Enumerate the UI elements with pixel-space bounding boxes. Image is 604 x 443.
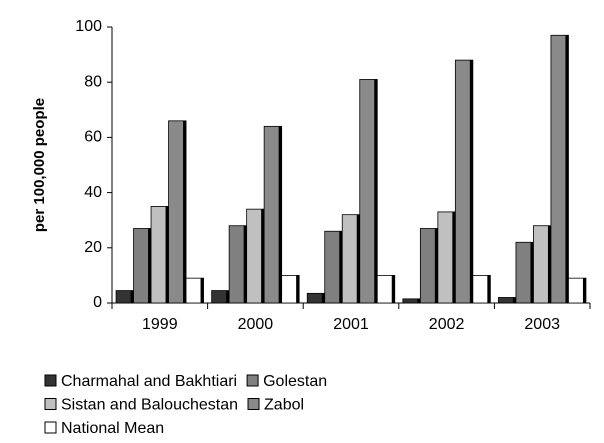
legend-label: Sistan and Balouchestan: [61, 397, 238, 414]
legend-label: Zabol: [264, 397, 304, 414]
bar-shadow: [278, 126, 282, 303]
bar-shadow: [200, 278, 204, 303]
bar-shadow: [183, 120, 187, 303]
bar-shadow: [130, 290, 134, 303]
bar-shadow: [582, 278, 586, 303]
y-tick-label: 20: [84, 239, 102, 256]
legend-swatch: [44, 398, 57, 410]
bar-shadow: [565, 35, 569, 303]
x-tick-label: 2001: [333, 316, 369, 333]
legend-label: Charmahal and Bakhtiari: [61, 373, 237, 390]
legend-swatch: [247, 398, 260, 410]
y-tick-label: 60: [84, 129, 102, 146]
bar-shadow: [434, 228, 438, 303]
y-tick-label: 40: [84, 184, 102, 201]
bar-shadow: [165, 206, 169, 303]
legend-label: Golestan: [263, 373, 327, 390]
bar-shadow: [296, 275, 300, 303]
y-tick-label: 100: [75, 18, 102, 35]
legend-label: National Mean: [61, 420, 164, 437]
y-axis-label: per 100,000 people: [31, 98, 48, 232]
bar-shadow: [226, 290, 230, 303]
bar-shadow: [469, 60, 473, 304]
x-tick-label: 1999: [142, 316, 178, 333]
bar-shadow: [417, 298, 421, 303]
bar-shadow: [243, 225, 247, 303]
bar-shadow: [512, 297, 516, 303]
bar-shadow: [148, 228, 152, 303]
bar-shadow: [321, 293, 325, 303]
bar-shadow: [530, 242, 534, 303]
legend-swatch: [44, 374, 57, 387]
legend-swatch: [246, 374, 259, 387]
bar-shadow: [374, 79, 378, 303]
bar-shadow: [261, 209, 265, 303]
bar-shadow: [487, 275, 491, 303]
bar-shadow: [356, 214, 360, 303]
bar-shadow: [547, 225, 551, 303]
y-tick-label: 0: [93, 294, 102, 311]
x-tick-label: 2000: [238, 316, 274, 333]
bar-shadow: [339, 231, 343, 303]
bar-shadow: [391, 275, 395, 303]
x-tick-label: 2003: [524, 316, 560, 333]
y-tick-label: 80: [84, 73, 102, 90]
legend-swatch: [44, 421, 57, 434]
bar-shadow: [452, 211, 456, 303]
x-tick-label: 2002: [429, 316, 465, 333]
